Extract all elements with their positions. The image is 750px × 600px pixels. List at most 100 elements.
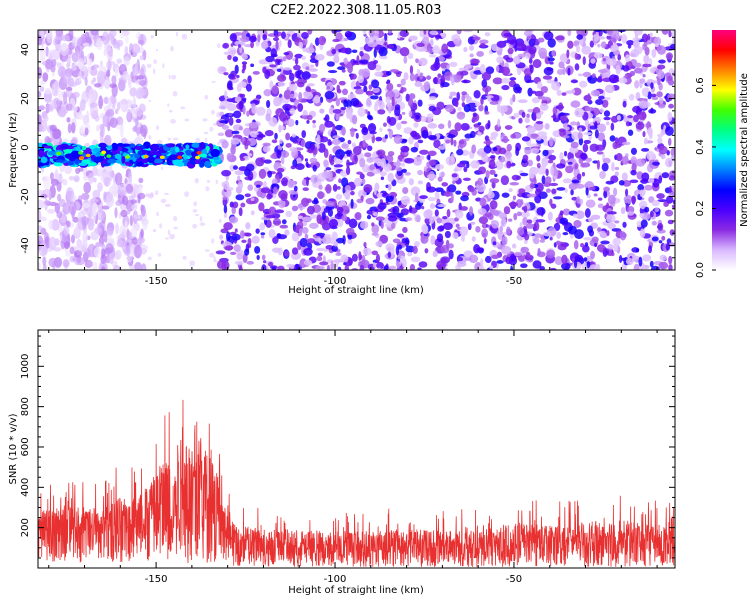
spectrogram-cell [532,260,542,269]
spectrogram-cell [620,207,626,215]
spectrogram-cell [604,96,611,101]
spectrogram-cell [167,137,172,141]
spectrogram-cell [223,261,230,270]
spectrogram-cell [147,256,152,261]
spectrogram-cell [307,68,318,72]
spectrogram-cell [516,42,526,51]
spectrogram-cell [599,170,606,179]
spectrogram-cell [543,66,554,76]
spectrogram-cell [238,126,243,131]
spectrogram-cell [509,182,519,186]
spectrogram-cell [68,81,78,87]
spectrogram-cell [332,109,342,114]
spectrogram-cell [465,257,473,261]
spectrogram-cell [128,231,133,241]
x-tick-label: -50 [506,574,522,585]
spectrogram-cell [415,58,420,64]
spectrogram-cell [668,103,674,109]
spectrogram-cell [319,108,325,114]
spectrogram-cell [298,91,303,102]
spectrogram-cell [316,247,325,252]
spectrogram-cell [212,156,220,161]
spectrogram-cell [445,104,454,113]
spectrogram-cell [44,87,52,95]
spectrogram-cell [137,192,146,200]
spectrogram-cell [417,169,424,176]
spectrogram-cell [496,260,504,264]
y-tick-label: 1000 [20,354,31,379]
spectrogram-cell [309,222,319,229]
spectrogram-cell [610,78,620,83]
spectrogram-cell [440,81,450,88]
spectrogram-cell [651,199,660,207]
spectrogram-cell [565,165,574,174]
spectrogram-cell [247,75,252,84]
spectrogram-cell [238,265,243,270]
spectrogram-cell [399,90,403,94]
spectrogram-cell [217,132,225,137]
spectrogram-cell [403,55,408,64]
spectrogram-cell [576,196,581,204]
spectrogram-cell [607,243,614,250]
spectrogram-cell [484,111,490,115]
spectrogram-cell [359,264,365,270]
spectrogram-cell [651,236,659,242]
spectrogram-cell [59,143,69,150]
spectrogram-cell [668,264,673,270]
spectrogram-cell [665,243,671,251]
spectrogram-cell [124,220,128,232]
spectrogram-cell [570,100,581,108]
spectrogram-cell [239,157,245,162]
spectrogram-cell [265,55,275,63]
spectrogram-cell [140,228,144,239]
spectrogram-cell [423,209,433,220]
spectrogram-cell [319,261,329,266]
spectrogram-cell [50,178,59,186]
spectrogram-cell [544,176,552,185]
spectrogram-cell [470,160,480,169]
spectrogram-cell [460,195,469,202]
spectrogram-cell [336,66,346,71]
spectrogram-cell [614,166,620,171]
spectrogram-cell [232,201,239,209]
spectrogram-cell [454,99,459,108]
spectrogram-cell [170,119,176,124]
spectrogram-cell [440,32,447,39]
spectrogram-cell [528,170,535,179]
spectrogram-cell [583,257,588,262]
spectrogram-cell [309,64,315,69]
spectrogram-cell [556,231,562,239]
spectrogram-cell [621,172,628,182]
spectrogram-cell [461,94,466,102]
spectrogram-cell [414,240,420,248]
spectrogram-cell [291,247,299,255]
spectrogram-cell [458,140,465,145]
spectrogram-cell [350,127,355,138]
spectrogram-cell [659,254,667,261]
spectrogram-cell [491,209,498,215]
spectrogram-cell [117,184,127,196]
spectrogram-cell [633,30,643,36]
snr-x-axis-label: Height of straight line (km) [288,585,424,596]
spectrogram-cell [185,144,190,150]
spectrogram-cell [641,33,649,43]
spectrogram-cell [403,72,409,81]
spectrogram-cell [297,203,303,209]
spectrogram-cell [529,182,535,189]
spectrogram-cell [528,45,537,55]
spectrogram-cell [337,266,342,270]
spectrogram-cell [416,42,425,47]
spectrogram-cell [429,203,436,209]
spectrogram-cell [549,61,554,65]
spectrogram-x-axis-label: Height of straight line (km) [288,285,424,296]
spectrogram-cell [77,58,84,70]
spectrogram-cell [467,223,472,231]
spectrogram-cell [588,264,599,270]
spectrogram-cell [51,219,60,231]
spectrogram-cell [610,115,619,123]
spectrogram-cell [211,238,215,244]
spectrogram-cell [121,155,126,164]
spectrogram-cell [103,76,111,89]
spectrogram-cell [240,36,250,43]
spectrogram-cell [456,111,466,120]
